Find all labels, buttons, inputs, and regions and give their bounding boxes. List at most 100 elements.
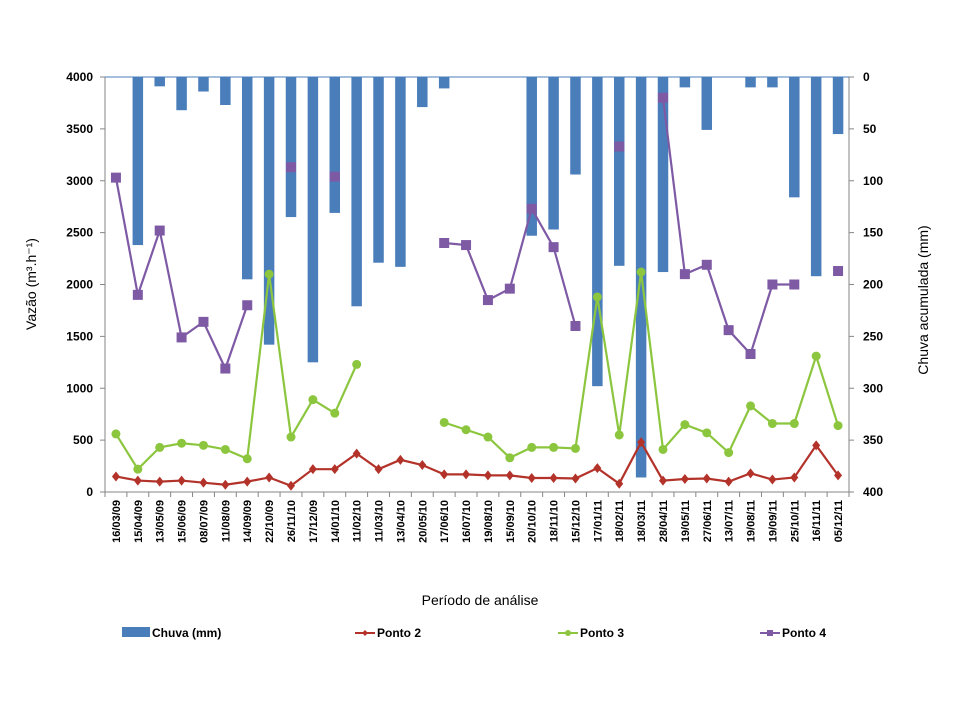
x-tick-label: 27/06/11	[702, 500, 714, 542]
legend-swatch	[122, 627, 150, 637]
legend-label: Ponto 2	[377, 626, 421, 640]
marker-ponto-2	[374, 464, 383, 475]
marker-ponto-2	[155, 476, 164, 487]
x-tick-label: 19/08/10	[483, 500, 495, 543]
x-tick-label: 19/08/11	[746, 500, 758, 542]
marker-ponto-4	[745, 349, 756, 360]
marker-ponto-4	[504, 283, 515, 294]
marker-ponto-3	[505, 453, 515, 463]
y-tick-label-left: 3500	[66, 122, 93, 136]
y-tick-label-right: 50	[863, 122, 877, 136]
legend-marker	[362, 630, 368, 636]
x-tick-label: 22/10/09	[264, 500, 276, 543]
marker-ponto-2	[133, 475, 142, 486]
x-tick-label: 18/03/11	[636, 500, 648, 542]
marker-ponto-3	[680, 420, 690, 430]
marker-ponto-3	[483, 432, 493, 442]
x-tick-label: 19/05/11	[680, 500, 692, 542]
marker-ponto-3	[811, 351, 821, 361]
marker-ponto-2	[396, 454, 405, 465]
marker-ponto-2	[483, 470, 492, 481]
y-axis-title: Vazão (m³.h⁻¹)	[23, 238, 39, 330]
bar-chuva	[832, 77, 844, 135]
x-tick-label: 17/12/09	[308, 500, 320, 543]
x-tick-label: 15/06/09	[177, 500, 189, 543]
y-tick-label-right: 100	[863, 174, 883, 188]
marker-ponto-3	[833, 421, 843, 431]
bar-chuva	[373, 77, 384, 263]
bar-chuva	[745, 77, 756, 88]
x-tick-label: 11/02/10	[352, 500, 364, 542]
bar-chuva	[679, 77, 691, 88]
marker-ponto-3	[111, 429, 121, 439]
marker-ponto-3	[198, 440, 208, 450]
legend-item-chuva-mm-: Chuva (mm)	[122, 626, 221, 640]
marker-ponto-3	[133, 464, 143, 474]
y-tick-label-left: 2000	[66, 278, 93, 292]
marker-ponto-3	[155, 442, 165, 452]
marker-ponto-2	[702, 473, 711, 484]
marker-ponto-4	[526, 203, 537, 214]
y-tick-label-left: 1500	[66, 329, 93, 343]
marker-ponto-2	[637, 437, 646, 448]
marker-ponto-2	[790, 472, 799, 483]
bars-layer	[132, 77, 844, 478]
lines-layer	[110, 92, 844, 491]
x-tick-label: 28/04/11	[658, 500, 670, 542]
x-tick-label: 25/10/11	[789, 500, 801, 542]
marker-ponto-3	[527, 442, 537, 452]
marker-ponto-4	[701, 259, 712, 270]
marker-ponto-3	[177, 438, 187, 448]
legend-marker	[565, 630, 571, 636]
marker-ponto-4	[242, 300, 253, 311]
bar-chuva	[198, 77, 209, 92]
marker-ponto-2	[659, 475, 667, 486]
labels-layer: 0 500 1000 1500 2000 2500 3000 3500 4000 0 50 100 15…	[66, 70, 883, 543]
marker-ponto-4	[767, 279, 778, 290]
marker-ponto-3	[702, 428, 712, 438]
x-tick-label: 20/10/10	[527, 500, 539, 543]
marker-ponto-4	[658, 92, 668, 103]
marker-ponto-4	[110, 172, 121, 183]
marker-ponto-4	[548, 242, 559, 253]
y-tick-label-right: 250	[863, 329, 883, 343]
bar-chuva	[657, 77, 669, 273]
y-tick-label-right: 200	[863, 278, 883, 292]
marker-ponto-4	[789, 279, 800, 290]
legend-item-ponto-2: Ponto 2	[355, 626, 421, 640]
marker-ponto-4	[329, 171, 340, 182]
x-tick-label: 11/08/09	[220, 500, 232, 542]
bar-chuva	[701, 77, 713, 130]
bar-chuva	[526, 77, 537, 236]
marker-ponto-4	[461, 240, 472, 251]
marker-ponto-2	[549, 472, 558, 483]
marker-ponto-3	[724, 448, 734, 458]
marker-ponto-2	[111, 471, 120, 482]
x-tick-label: 16/03/09	[111, 500, 123, 543]
x-tick-label: 11/03/10	[374, 500, 386, 542]
marker-ponto-2	[308, 464, 317, 475]
bar-chuva	[329, 77, 341, 213]
line-ponto-2	[115, 439, 839, 488]
x-tick-label: 15/09/10	[505, 500, 517, 543]
axes-layer	[100, 76, 854, 497]
y-tick-label-left: 3000	[66, 174, 93, 188]
legend-item-ponto-3: Ponto 3	[558, 626, 624, 640]
marker-ponto-4	[439, 238, 450, 248]
bar-chuva	[132, 77, 144, 246]
marker-ponto-2	[287, 480, 295, 491]
marker-ponto-3	[264, 269, 274, 279]
y-axis-right-title: Chuva acumulada (mm)	[915, 225, 931, 374]
x-tick-label: 20/05/10	[417, 500, 429, 543]
x-tick-label: 05/12/11	[833, 500, 845, 542]
marker-ponto-2	[243, 476, 252, 487]
marker-ponto-3	[308, 395, 318, 405]
marker-ponto-3	[352, 359, 362, 369]
x-axis-title: Período de análise	[422, 592, 539, 608]
marker-ponto-4	[614, 141, 625, 152]
marker-ponto-2	[527, 472, 536, 483]
marker-ponto-3	[330, 408, 340, 418]
x-tick-label: 14/09/09	[242, 500, 254, 543]
marker-ponto-2	[834, 470, 843, 481]
marker-ponto-3	[286, 432, 296, 442]
